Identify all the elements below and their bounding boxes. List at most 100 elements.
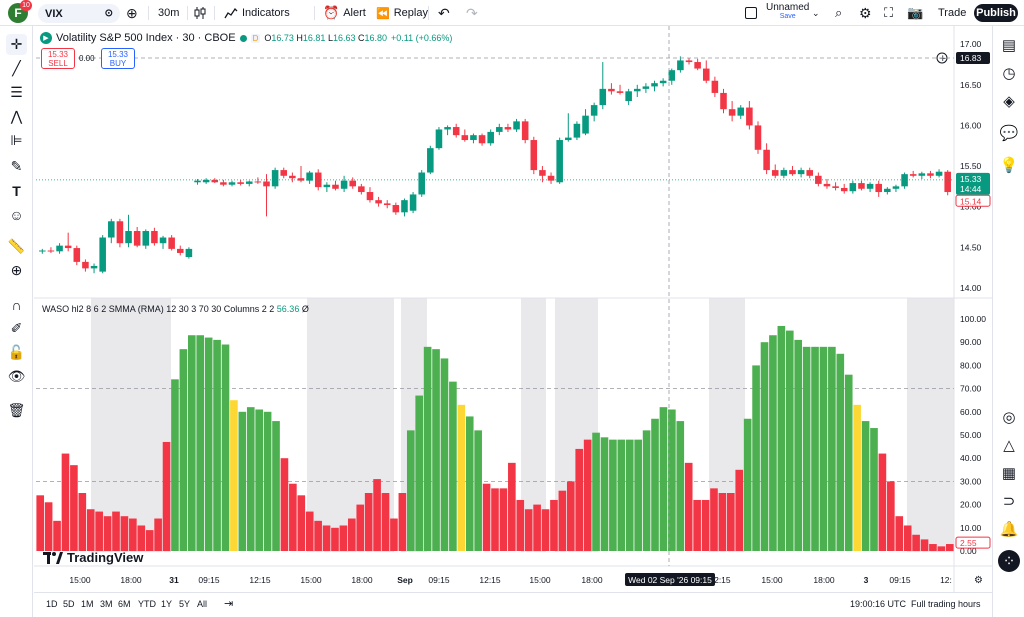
symbol-search[interactable]: VIX ⊙ (38, 4, 120, 23)
chat-icon[interactable]: 💬 (999, 125, 1019, 142)
range-1y[interactable]: 1Y (161, 599, 173, 609)
fullscreen-icon[interactable]: ⛶ (884, 5, 894, 20)
oscillator-column (566, 481, 575, 551)
candle-body (849, 183, 857, 192)
sell-button[interactable]: 15.33 SELL (41, 48, 75, 69)
emoji-icon[interactable]: ☺ (9, 206, 24, 223)
oscillator-column (752, 365, 760, 551)
notifications-icon[interactable]: 🔔 (999, 521, 1019, 538)
fib-retracement-icon[interactable]: ☰ (10, 84, 23, 100)
symbol-info-icon[interactable]: ⊙ (104, 8, 113, 19)
crosshair-time-label: Wed 02 Sep '26 09:15 (628, 575, 712, 585)
oscillator-tick-label: 30.00 (960, 476, 982, 486)
candle-body (858, 183, 865, 189)
lock-drawing-icon[interactable]: ✐ (10, 320, 23, 336)
text-tool-icon[interactable]: T (12, 182, 21, 199)
oscillator-tick-label: 0.00 (960, 546, 977, 556)
candle-body (99, 237, 106, 272)
range-6m[interactable]: 6M (118, 599, 131, 609)
oscillator-column (693, 499, 701, 551)
apps-grid-icon[interactable]: ⁘ (998, 550, 1020, 572)
screener-icon[interactable]: ◎ (1002, 409, 1016, 426)
range-3m[interactable]: 3M (100, 599, 113, 609)
zoom-in-icon[interactable]: ⊕ (10, 262, 23, 278)
candle-body (39, 250, 46, 252)
layout-name-button[interactable]: Unnamed Save (766, 2, 810, 21)
oscillator-column (381, 493, 390, 551)
oscillator-column (305, 511, 314, 551)
candle-body (590, 105, 598, 116)
session-selector[interactable]: Full trading hours (911, 599, 981, 609)
candle-body (806, 170, 814, 176)
pattern-icon[interactable]: ⋀ (10, 108, 23, 124)
time-tick-label: 18:00 (120, 575, 142, 585)
indicators-button[interactable]: Indicators (224, 4, 290, 22)
oscillator-column (272, 421, 280, 551)
oscillator-column (861, 421, 870, 551)
candle-body (702, 68, 710, 81)
brush-icon[interactable]: ✎ (10, 158, 23, 174)
time-tick-label: 18:00 (813, 575, 835, 585)
alert-button[interactable]: ⏰ Alert (323, 5, 366, 20)
buy-button[interactable]: 15.33 BUY (101, 48, 135, 69)
oscillator-column (819, 346, 828, 551)
candle-body (470, 135, 477, 141)
utc-clock[interactable]: 19:00:16 UTC (850, 599, 907, 609)
trend-line-icon[interactable]: ╱ (12, 60, 21, 76)
candle-body (565, 137, 572, 141)
ruler-icon[interactable]: 📏 (7, 238, 26, 254)
compare-symbol-icon[interactable]: ⊕ (126, 4, 138, 21)
goto-date-icon[interactable]: ⇥ (224, 598, 234, 610)
replay-button[interactable]: ⏪ Replay (376, 7, 428, 20)
oscillator-column (945, 544, 954, 551)
ideas-bulb-icon[interactable]: 💡 (999, 157, 1019, 174)
candle-body (194, 180, 201, 183)
redo-icon[interactable]: ↷ (466, 4, 478, 21)
undo-icon[interactable]: ↶ (438, 4, 450, 21)
candle-body (220, 182, 227, 185)
range-ytd[interactable]: YTD (138, 599, 156, 609)
oscillator-column (659, 407, 668, 551)
quick-search-icon[interactable]: ⌕ (835, 5, 843, 20)
news-feed-icon[interactable]: ⊃ (1002, 493, 1016, 510)
magnet-icon[interactable]: ∩ (11, 296, 22, 313)
calendar-icon[interactable]: ▦ (1001, 465, 1017, 482)
lock-icon[interactable]: 🔓 (7, 344, 26, 360)
crosshair-time-badge (625, 573, 715, 586)
layout-menu-chevron-icon[interactable]: ⌄ (812, 7, 820, 18)
oscillator-column (777, 325, 786, 551)
visibility-eye-icon[interactable]: 👁 (7, 368, 26, 384)
symbol-title[interactable]: Volatility S&P 500 Index · 30 · CBOE (56, 32, 236, 44)
range-all[interactable]: All (197, 599, 208, 609)
settings-gear-icon[interactable]: ⚙ (859, 4, 872, 21)
oscillator-column (187, 335, 196, 551)
publish-button[interactable]: Publish (974, 4, 1018, 22)
layout-checkbox-icon[interactable] (745, 4, 757, 22)
range-5d[interactable]: 5D (63, 599, 75, 609)
candle-body (271, 170, 279, 187)
oscillator-column (86, 509, 95, 551)
chart-canvas[interactable]: 17.0016.5016.0015.5015.0014.5014.00100.0… (34, 26, 992, 592)
interval-button[interactable]: 30m (158, 7, 180, 19)
range-1m[interactable]: 1M (81, 599, 94, 609)
watchlist-icon[interactable]: ▤ (1001, 37, 1017, 54)
oscillator-column (78, 493, 87, 551)
indicator-legend[interactable]: WASO hl2 8 6 2 SMMA (RMA) 12 30 3 70 30 … (42, 304, 309, 314)
layers-icon[interactable]: ◈ (1003, 93, 1015, 110)
oscillator-column (642, 430, 651, 551)
crosshair-icon[interactable]: ✛ (6, 34, 27, 55)
alerts-clock-icon[interactable]: ◷ (1002, 65, 1016, 82)
trade-button[interactable]: Trade (938, 7, 967, 19)
trash-icon[interactable]: 🗑 (7, 402, 26, 418)
oscillator-column (61, 453, 70, 551)
forecast-icon[interactable]: ⊫ (10, 132, 23, 148)
oscillator-column (474, 430, 482, 551)
oscillator-column (129, 518, 137, 551)
range-1d[interactable]: 1D (46, 599, 58, 609)
range-5y[interactable]: 5Y (179, 599, 191, 609)
oscillator-column (668, 409, 676, 551)
snapshot-camera-icon[interactable]: 📷 (907, 5, 924, 20)
symbol-text: VIX (45, 7, 63, 20)
pine-icon[interactable]: △ (1003, 437, 1015, 454)
chart-type-button[interactable] (194, 4, 206, 22)
